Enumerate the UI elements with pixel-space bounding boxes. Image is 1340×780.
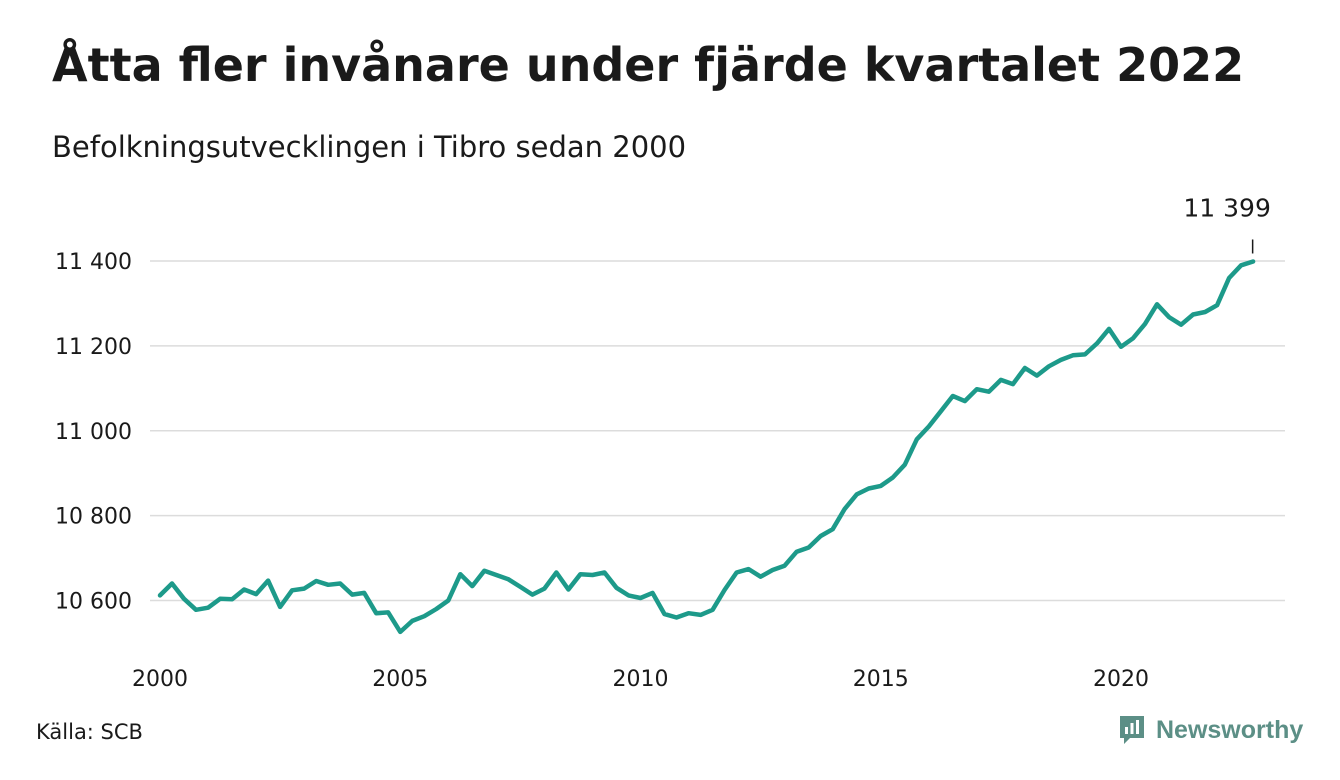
chart-title: Åtta fler invånare under fjärde kvartale… (52, 38, 1245, 92)
source-note: Källa: SCB (36, 720, 143, 744)
y-tick-label: 10 600 (55, 590, 132, 615)
brand-logo[interactable]: Newsworthy (1118, 712, 1303, 748)
x-tick-label: 2010 (613, 667, 669, 692)
newsworthy-logo-icon (1120, 716, 1144, 744)
end-value-label: 11 399 (1183, 193, 1270, 222)
x-tick-label: 2000 (132, 667, 188, 692)
y-tick-label: 11 400 (55, 250, 132, 275)
chart-subtitle: Befolkningsutvecklingen i Tibro sedan 20… (52, 130, 687, 164)
x-tick-label: 2005 (372, 667, 428, 692)
population-line (157, 259, 1256, 635)
y-tick-labels: 10 600 10 800 11 000 11 200 11 400 (55, 250, 132, 614)
y-tick-label: 11 200 (55, 335, 132, 360)
y-tick-label: 11 000 (55, 420, 132, 445)
x-tick-label: 2015 (853, 667, 909, 692)
y-gridlines (150, 260, 1285, 602)
x-tick-labels: 2000 2005 2010 2015 2020 (132, 667, 1149, 692)
x-tick-label: 2020 (1093, 667, 1149, 692)
y-tick-label: 10 800 (55, 505, 132, 530)
brand-name: Newsworthy (1156, 715, 1304, 744)
